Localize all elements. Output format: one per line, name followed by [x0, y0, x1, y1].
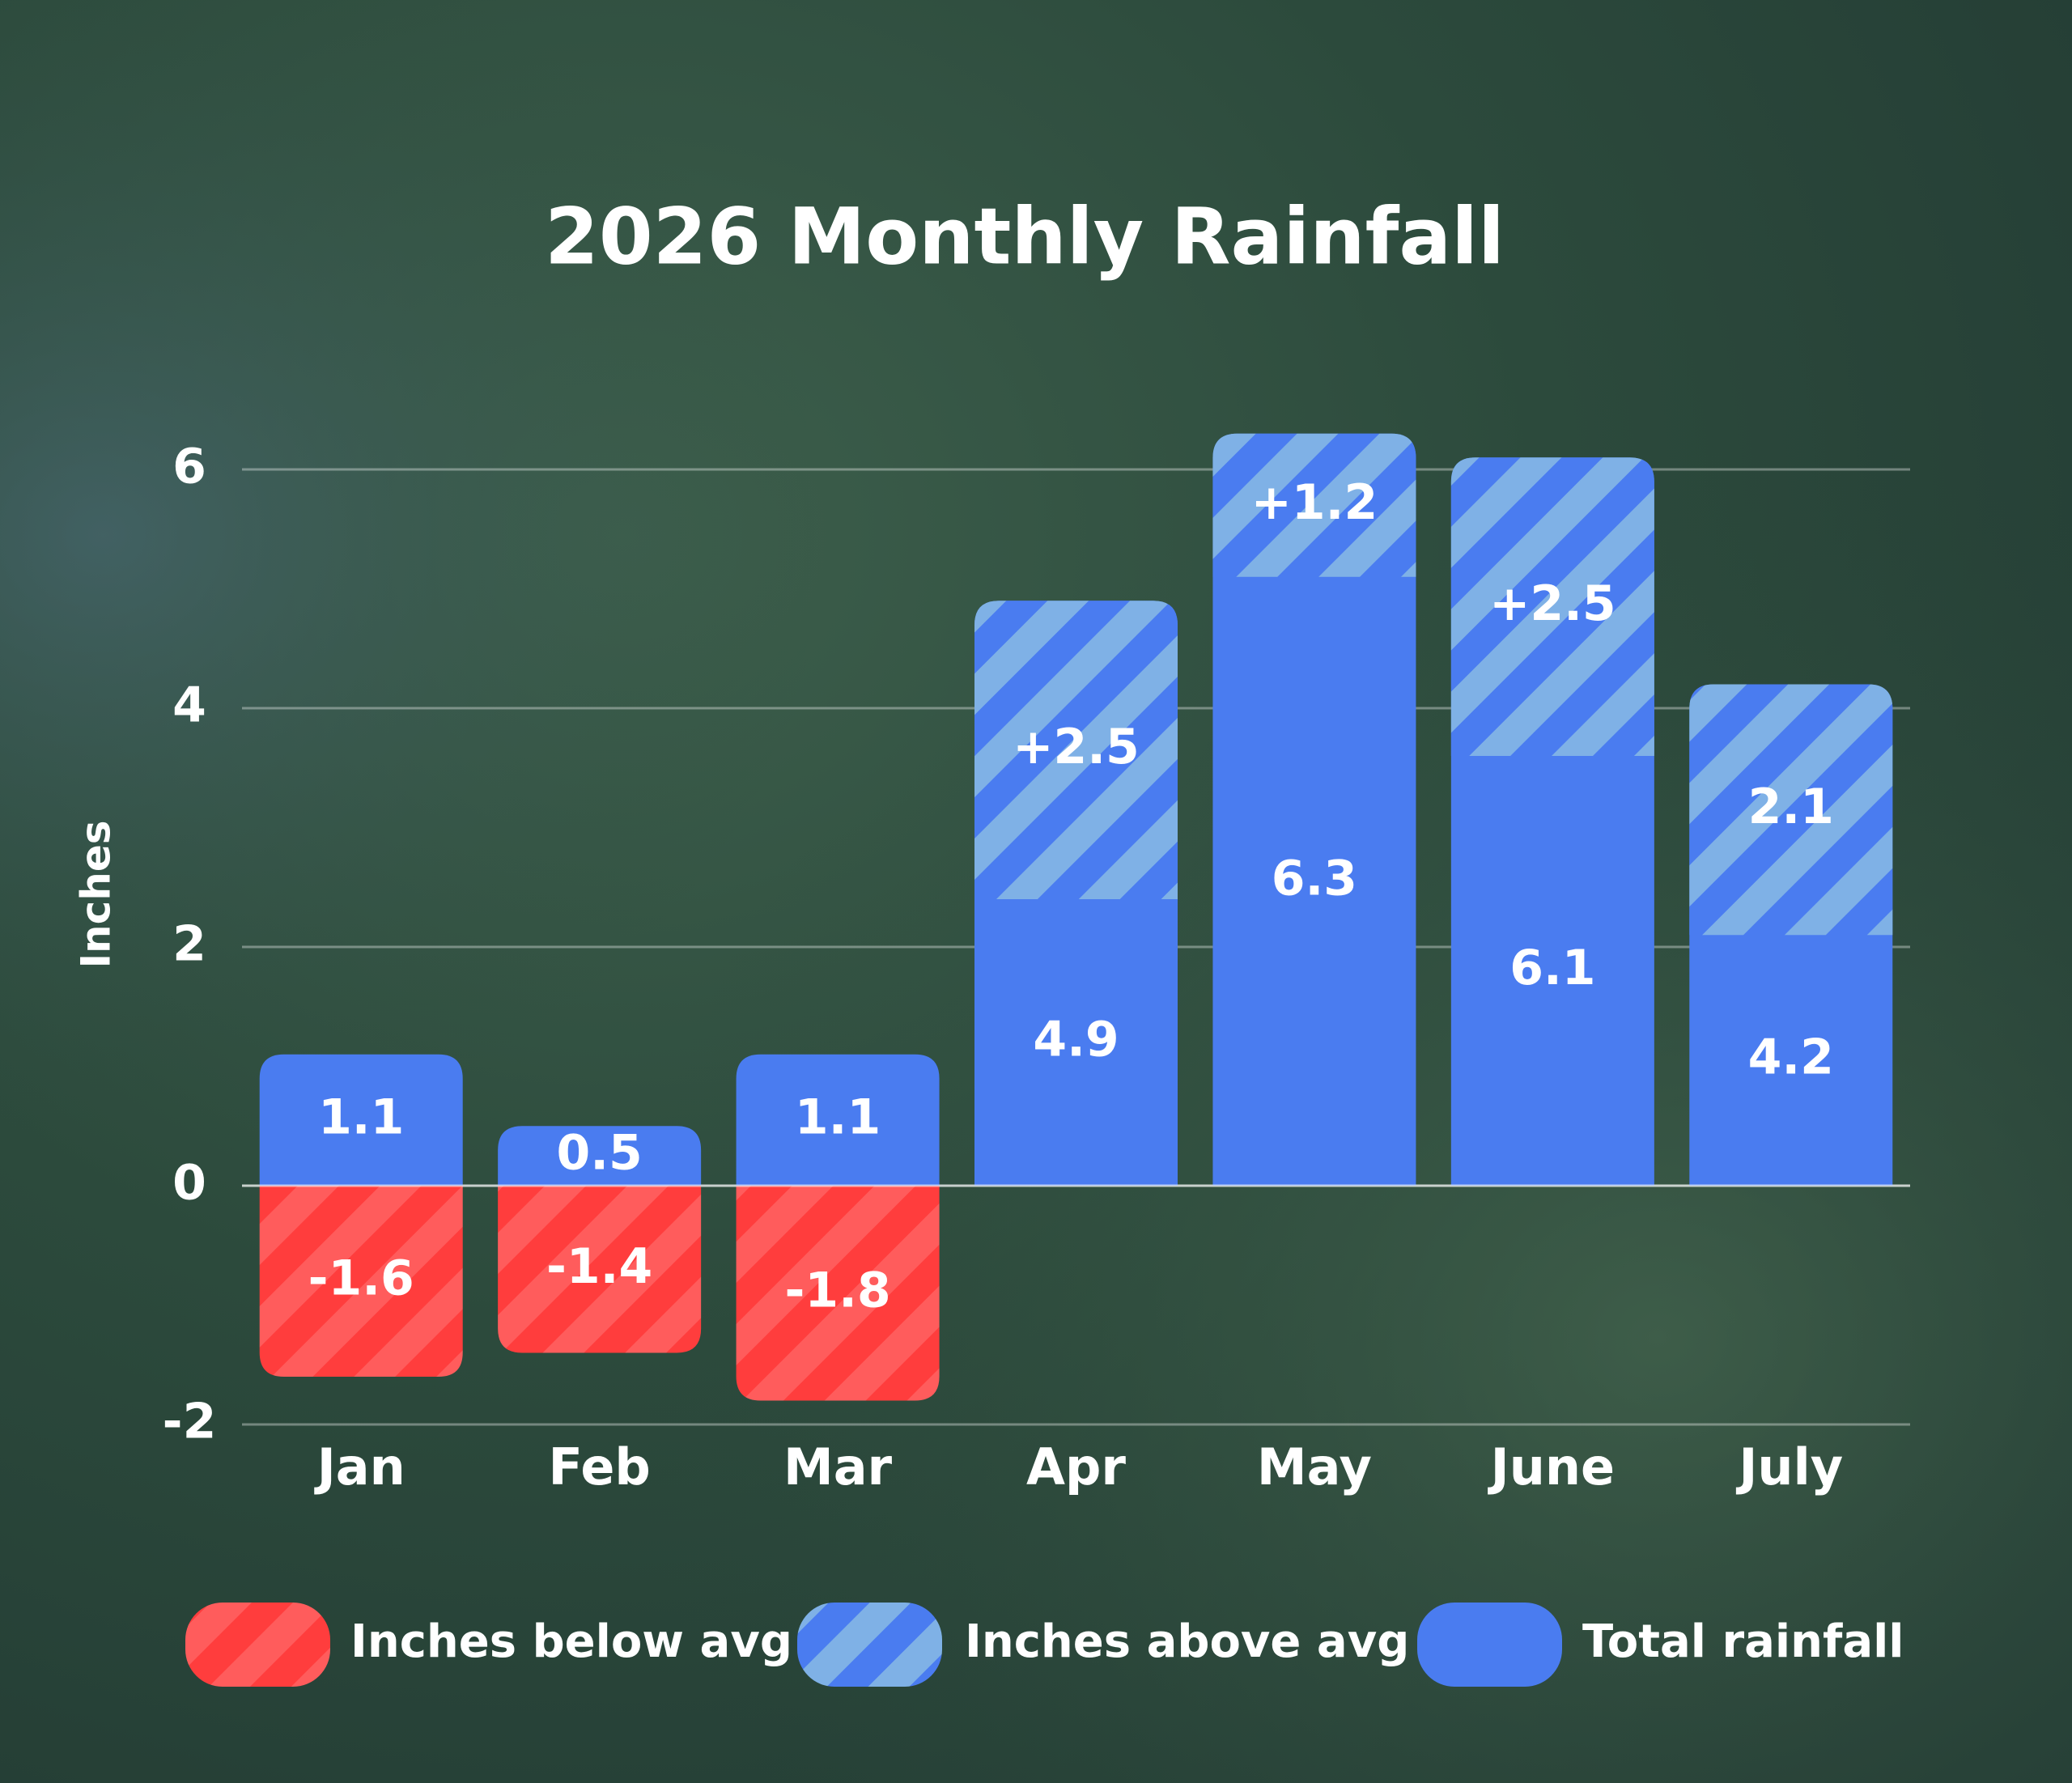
x-tick-label: Feb	[549, 1437, 651, 1496]
value-label: 4.2	[1748, 1029, 1834, 1086]
x-tick-label: June	[1488, 1437, 1615, 1496]
value-label: +2.5	[1489, 575, 1616, 632]
value-label: 1.1	[795, 1089, 881, 1145]
x-tick-label: July	[1735, 1437, 1843, 1496]
value-label: 4.9	[1033, 1012, 1119, 1068]
legend-label: Total rainfall	[1582, 1615, 1904, 1668]
value-label: -1.4	[546, 1238, 652, 1295]
value-label: 6.1	[1509, 940, 1595, 996]
x-tick-label: Jan	[314, 1437, 405, 1496]
bar-below	[259, 1186, 463, 1377]
bar-total	[736, 1054, 940, 1186]
bar-above	[1450, 457, 1654, 756]
legend-label: Inches below avg	[350, 1615, 792, 1668]
y-tick-label: 0	[172, 1155, 206, 1212]
bar-below	[736, 1186, 940, 1401]
bar-total	[498, 1126, 702, 1186]
value-label: -1.8	[784, 1262, 890, 1318]
legend-swatch	[797, 1603, 942, 1687]
value-label: +2.5	[1013, 719, 1140, 775]
bar-above	[1689, 684, 1893, 936]
bar-total	[259, 1054, 463, 1186]
value-label: 6.3	[1272, 850, 1357, 906]
value-label: -1.6	[308, 1250, 414, 1307]
x-tick-label: Apr	[1026, 1437, 1126, 1496]
bar-below	[498, 1186, 702, 1353]
chart-title: 2026 Monthly Rainfall	[545, 191, 1505, 282]
legend-label: Inches above avg	[965, 1615, 1409, 1668]
y-axis-label: Inches	[73, 820, 120, 968]
legend-swatch	[185, 1603, 330, 1687]
y-tick-label: -2	[163, 1394, 217, 1450]
bar-total	[1212, 433, 1416, 1186]
value-label: 0.5	[556, 1125, 642, 1182]
value-label: 1.1	[318, 1089, 404, 1145]
legend-swatch	[1417, 1603, 1562, 1687]
value-label: 2.1	[1748, 779, 1834, 835]
y-tick-label: 4	[172, 677, 206, 734]
bar-above	[1212, 433, 1416, 577]
bar-above	[974, 601, 1178, 899]
value-label: +1.2	[1251, 474, 1378, 531]
x-tick-label: Mar	[783, 1437, 893, 1496]
y-tick-label: 2	[172, 916, 206, 973]
y-tick-label: 6	[172, 439, 206, 495]
x-tick-label: May	[1257, 1437, 1372, 1496]
